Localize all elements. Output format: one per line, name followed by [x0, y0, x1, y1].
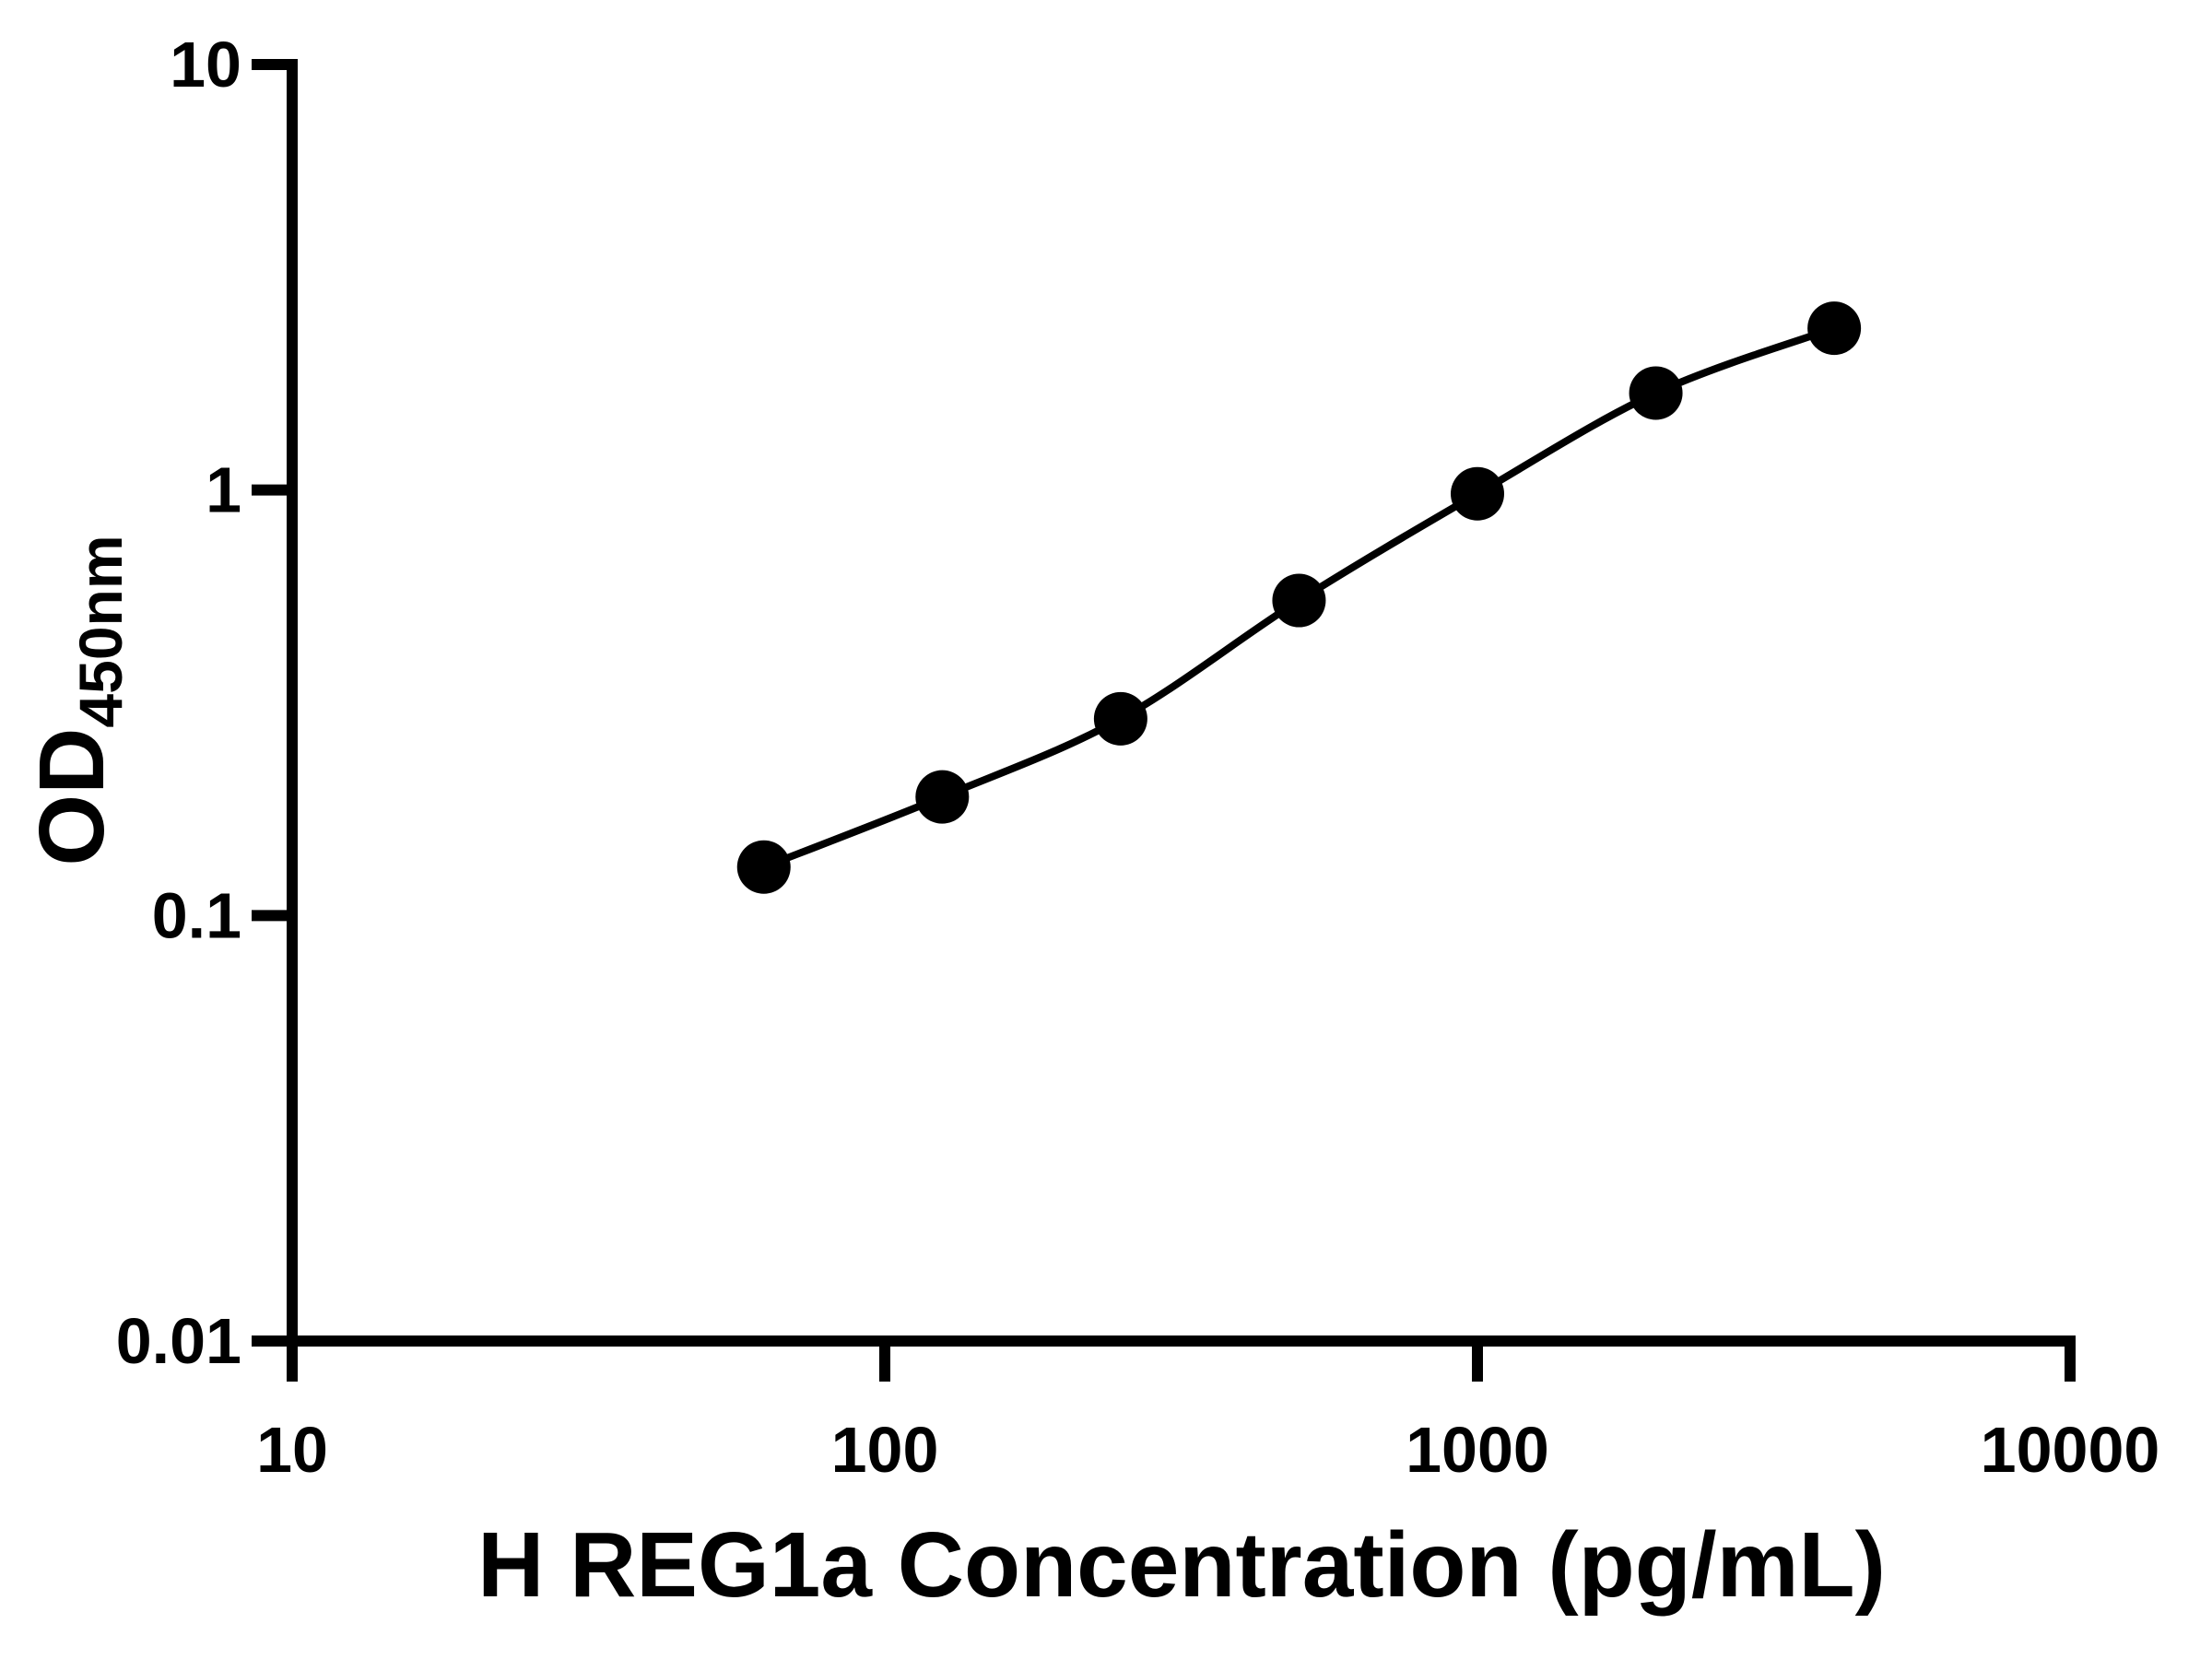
data-point	[1451, 466, 1504, 521]
y-tick-label-1: 1	[206, 454, 241, 526]
x-tick-label-10: 10	[256, 1414, 328, 1486]
x-axis-title: H REG1a Concentration (pg/mL)	[477, 1513, 1886, 1617]
y-tick-label-0.01: 0.01	[116, 1305, 241, 1377]
data-point	[736, 840, 791, 894]
x-tick-label-100: 100	[831, 1414, 939, 1486]
y-tick-label-10: 10	[170, 29, 241, 100]
axis-frame	[287, 59, 2076, 1347]
y-axis-title: OD450nm	[20, 535, 135, 865]
x-tick-label-1000: 1000	[1406, 1414, 1549, 1486]
y-tick-label-0.1: 0.1	[152, 879, 241, 951]
plot-area: 10 100 1000 10000 10 1 0.1 0.01	[116, 29, 2160, 1486]
data-point	[1093, 691, 1147, 746]
y-axis-title-subscript: 450nm	[66, 535, 135, 727]
x-tick-label-10000: 10000	[1981, 1414, 2160, 1486]
data-point	[1629, 366, 1683, 420]
data-point	[915, 770, 970, 824]
y-axis-title-main: OD	[20, 728, 124, 866]
data-point	[1807, 301, 1862, 356]
data-point	[1272, 573, 1326, 628]
